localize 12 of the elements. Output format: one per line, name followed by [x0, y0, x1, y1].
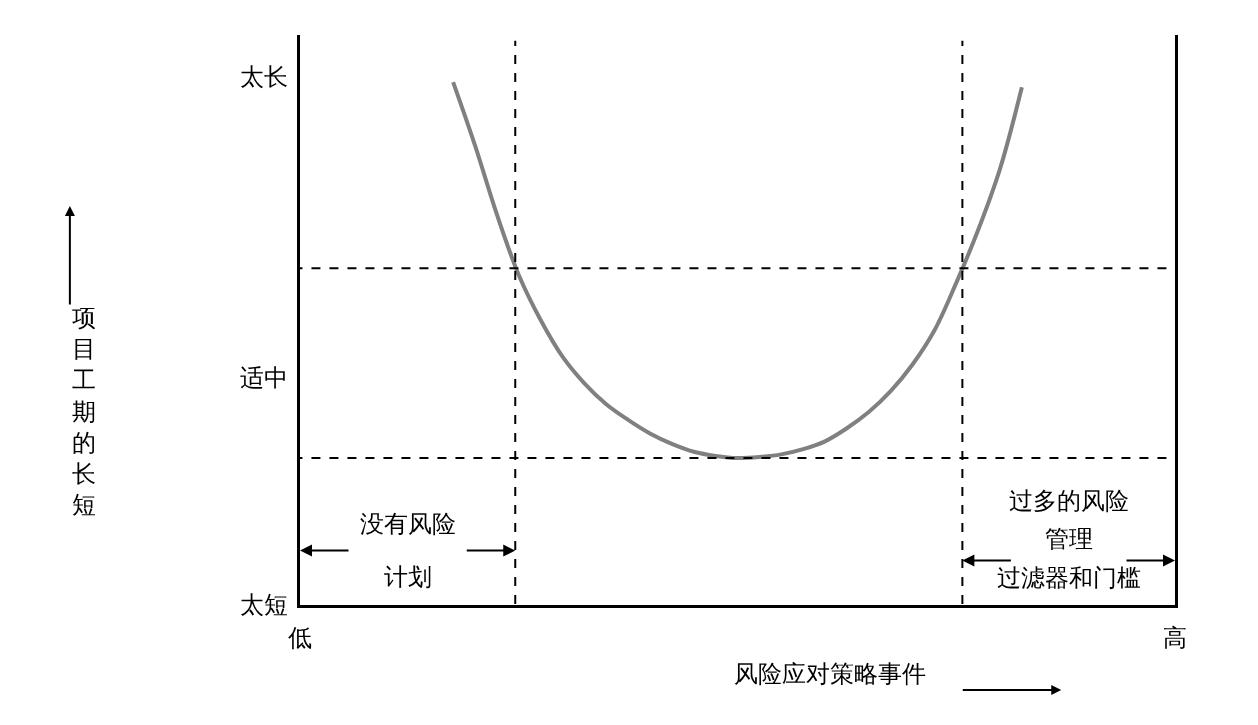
annotation: 管理: [1045, 525, 1093, 553]
annotation: 过滤器和门槛: [997, 564, 1141, 592]
annotation: 计划: [384, 563, 432, 591]
annotation: 没有风险: [360, 510, 456, 538]
annotation: 过多的风险: [1009, 487, 1129, 515]
text: 低: [288, 624, 312, 652]
text: 高: [1163, 624, 1187, 652]
text: 太长: [240, 63, 288, 91]
text: 项目工期的长短: [72, 304, 96, 520]
x-axis-title: 风险应对策略事件: [734, 660, 926, 688]
text: 适中: [240, 364, 288, 392]
text: 太短: [240, 591, 288, 619]
